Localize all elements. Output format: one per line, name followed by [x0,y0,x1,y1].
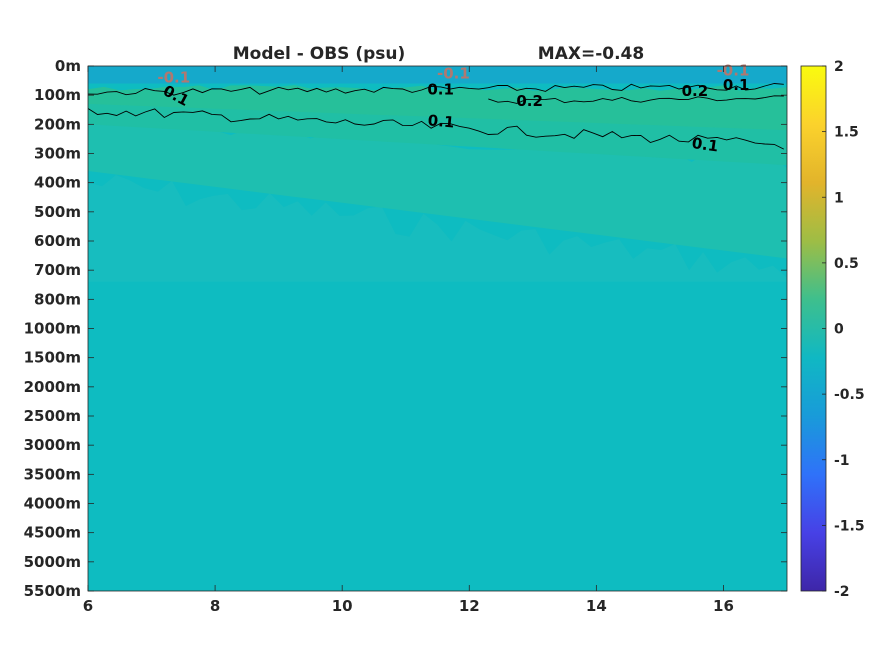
y-tick-label: 800m [34,290,81,308]
x-tick-label: 12 [459,597,480,615]
chart-title: Model - OBS (psu) [233,44,406,64]
y-tick-label: 3000m [24,436,81,454]
colorbar-tick-label: 2 [834,59,844,75]
x-tick-label: 8 [210,597,220,615]
contour-label: 0.1 [427,111,455,131]
contour-line-0-2 [488,95,784,104]
y-tick-label: 0m [55,57,81,75]
plot-area: -0.10.1-0.10.10.20.10.2 0.1-0.10.1 [87,61,788,592]
y-tick-label: 4000m [24,495,81,513]
y-tick-label: 400m [34,174,81,192]
colorbar: 2 1.5 1 0.5 0 -0.5 -1 -1.5 -2 [800,59,865,600]
y-tick-label: 1000m [24,320,81,338]
y-tick-label: 1500m [24,349,81,367]
contour-line-0-1-upper [88,83,784,96]
y-tick-label: 100m [34,86,81,104]
contour-label: -0.1 [717,61,750,79]
contour-line-0-1-lower [88,108,784,150]
x-axis: 6 8 10 12 14 16 [83,66,734,615]
y-tick-label: 600m [34,232,81,250]
x-tick-label: 10 [332,597,353,615]
field-layers [88,66,787,282]
field-layer-subsurface [88,85,787,131]
field-layer-surface [88,66,787,84]
field-layer-deep [88,175,787,282]
colorbar-gradient [800,65,827,592]
contour-lines [88,83,784,150]
contour-label: 0.2 [682,82,709,100]
colorbar-tick-label: 0 [834,322,844,338]
y-tick-label: 300m [34,145,81,163]
y-axis: 0m 100m 200m 300m 400m 500m 600m 700m 800m 1000m 1… [24,57,787,600]
chart-max-label: MAX=-0.48 [538,44,644,64]
x-tick-label: 14 [586,597,607,615]
y-tick-label: 2500m [24,407,81,425]
colorbar-tick-label: -2 [834,584,850,600]
contour-label: -0.1 [157,69,190,87]
colorbar-tick-label: 0.5 [834,256,859,272]
contour-label: 0.2 [516,92,543,110]
y-tick-label: 4500m [24,524,81,542]
y-tick-label: 500m [34,203,81,221]
y-tick-label: 5000m [24,553,81,571]
contour-label: 0.1 [427,80,454,98]
contour-label: 0.1 [691,134,720,156]
colorbar-tick-label: -1.5 [834,518,865,534]
colorbar-tick-label: 1 [834,190,844,206]
y-tick-label: 3500m [24,465,81,483]
colorbar-tick-label: 1.5 [834,125,859,141]
colorbar-ticks: 2 1.5 1 0.5 0 -0.5 -1 -1.5 -2 [822,59,865,600]
colorbar-tick-label: -0.5 [834,387,865,403]
contour-label: 0.1 [723,76,750,94]
y-tick-label: 5500m [24,582,81,600]
y-tick-label: 200m [34,115,81,133]
x-tick-label: 16 [713,597,734,615]
y-tick-label: 2000m [24,378,81,396]
contour-label: -0.1 [437,64,470,82]
y-tick-label: 700m [34,261,81,279]
colorbar-tick-label: -1 [834,453,850,469]
x-tick-label: 6 [83,597,93,615]
